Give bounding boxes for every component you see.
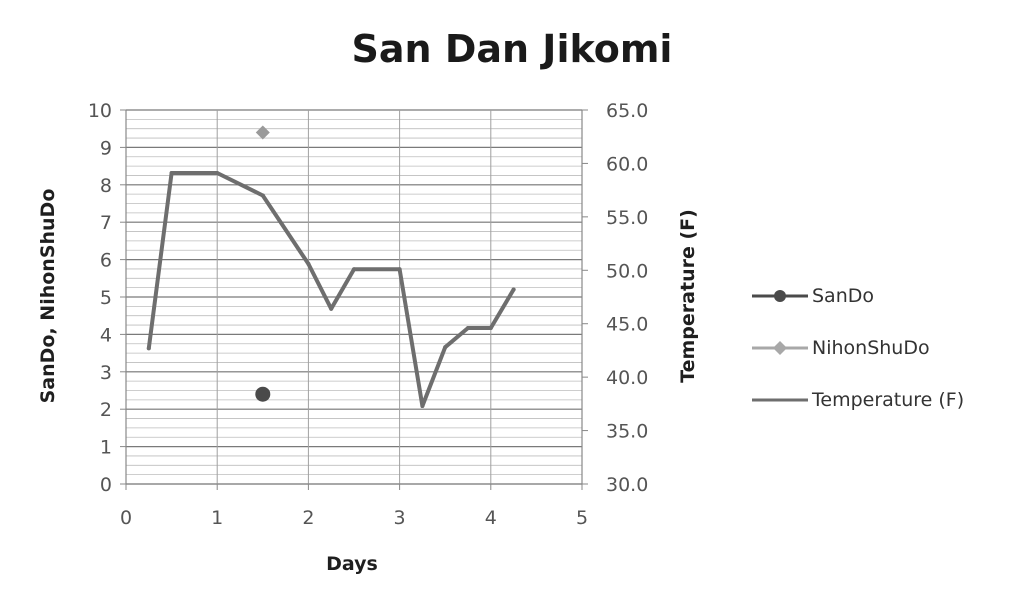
y-left-tick-label: 1 (100, 437, 112, 459)
x-tick-label: 5 (576, 507, 588, 529)
sando-point (255, 387, 270, 402)
temperature-point (466, 326, 470, 330)
temperature-point (489, 326, 493, 330)
temperature-point (352, 267, 356, 271)
legend-swatch-sando-marker (774, 290, 786, 302)
temperature-point (306, 262, 310, 266)
y-right-tick-label: 60.0 (606, 153, 648, 175)
y-right-tick-label: 45.0 (606, 314, 648, 336)
y-left-tick-label: 5 (100, 287, 112, 309)
grid (126, 110, 582, 484)
chart-title: San Dan Jikomi (352, 27, 673, 71)
temperature-point (443, 345, 447, 349)
y-right-axis-label: Temperature (F) (677, 209, 699, 383)
x-tick-label: 3 (394, 507, 406, 529)
y-left-tick-label: 7 (100, 212, 112, 234)
temperature-point (147, 346, 151, 350)
temperature-point (215, 171, 219, 175)
x-axis-label: Days (326, 553, 378, 575)
y-left-tick-label: 3 (100, 362, 112, 384)
temperature-point (170, 171, 174, 175)
y-left-tick-label: 6 (100, 250, 112, 272)
y-right-tick-label: 40.0 (606, 367, 648, 389)
legend-label-nihonshudo: NihonShuDo (812, 337, 930, 359)
legend-label-sando: SanDo (812, 285, 874, 307)
y-left-axis-label: SanDo, NihonShuDo (37, 189, 59, 404)
x-tick-label: 1 (211, 507, 223, 529)
temperature-point (420, 404, 424, 408)
y-right-tick-label: 50.0 (606, 260, 648, 282)
y-left-tick-label: 2 (100, 399, 112, 421)
x-tick-label: 2 (302, 507, 314, 529)
y-right-tick-label: 30.0 (606, 474, 648, 496)
y-left-tick-label: 4 (100, 324, 112, 346)
x-tick-label: 4 (485, 507, 497, 529)
temperature-point (261, 193, 265, 197)
y-left-tick-label: 10 (88, 100, 112, 122)
y-left-tick-label: 9 (100, 137, 112, 159)
temperature-point (329, 307, 333, 311)
x-tick-label: 0 (120, 507, 132, 529)
y-left-tick-label: 8 (100, 175, 112, 197)
legend-label-temperature: Temperature (F) (811, 389, 964, 411)
temperature-point (398, 267, 402, 271)
y-right-tick-label: 55.0 (606, 207, 648, 229)
y-right-tick-label: 65.0 (606, 100, 648, 122)
y-right-tick-label: 35.0 (606, 421, 648, 443)
y-left-tick-label: 0 (100, 474, 112, 496)
temperature-point (512, 288, 516, 292)
